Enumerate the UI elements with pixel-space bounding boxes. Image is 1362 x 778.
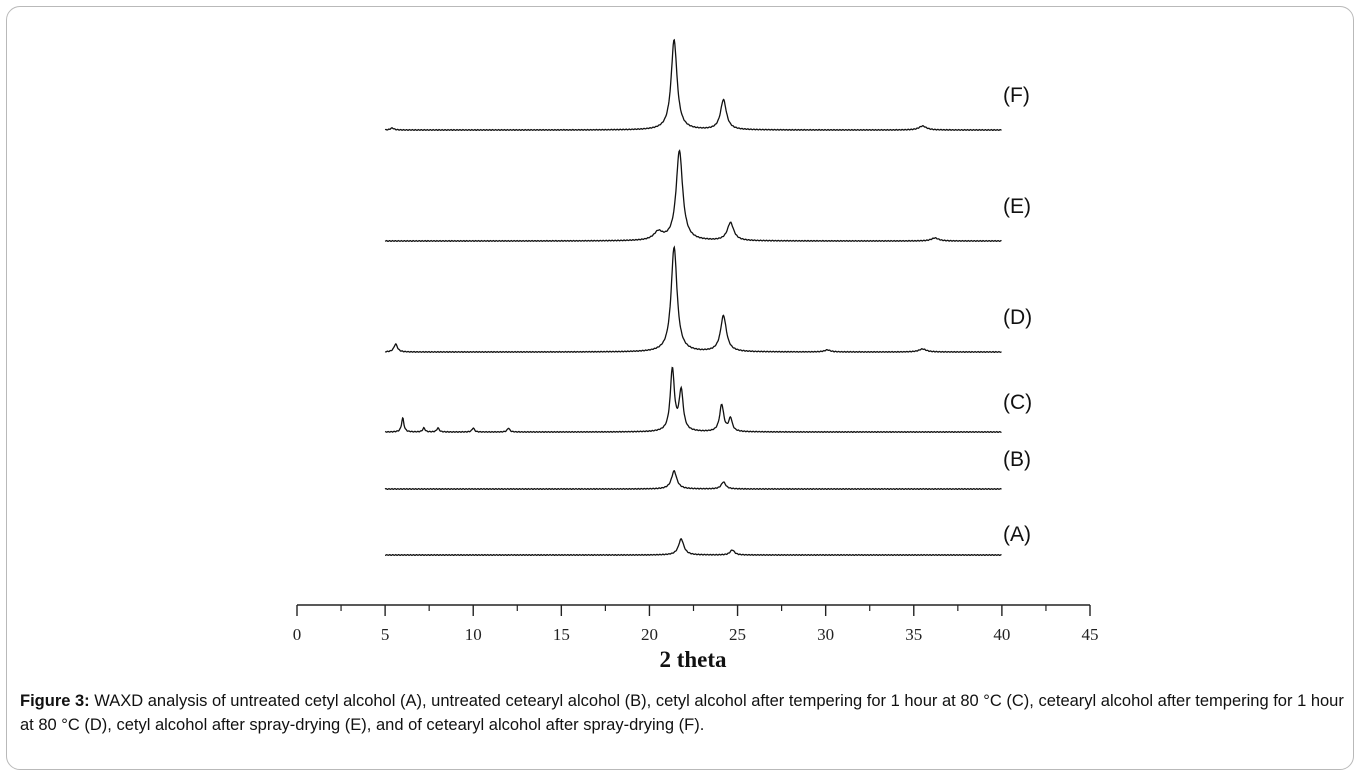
- series-trace-f: [384, 38, 1002, 132]
- series-label-d: (D): [1003, 306, 1032, 329]
- series-label-c: (C): [1003, 391, 1032, 414]
- series-trace-c: [384, 366, 1002, 434]
- series-labels-group: (A) (B) (C) (D) (E) (F): [1003, 84, 1032, 546]
- x-tick-label: 20: [641, 625, 658, 644]
- x-axis: 0 5 10 15 20 25 30 35 40 45: [293, 604, 1099, 644]
- x-tick-label: 5: [381, 625, 390, 644]
- figure-frame: [6, 6, 1354, 770]
- x-tick-label: 45: [1082, 625, 1099, 644]
- x-tick-label: 40: [993, 625, 1010, 644]
- series-trace-b: [384, 470, 1002, 491]
- figure-caption: Figure 3: WAXD analysis of untreated cet…: [20, 689, 1345, 737]
- caption-label: Figure 3:: [20, 692, 90, 710]
- x-tick-label: 10: [465, 625, 482, 644]
- waxd-chart: (A) (B) (C) (D) (E) (F) 0 5 10 15 20 25 30 35 40 45 2 …: [293, 38, 1099, 672]
- series-trace-d: [384, 245, 1002, 354]
- series-trace-e: [384, 149, 1002, 243]
- x-tick-label: 35: [905, 625, 922, 644]
- series-trace-a: [385, 537, 1002, 557]
- caption-text: WAXD analysis of untreated cetyl alcohol…: [20, 692, 1344, 734]
- series-label-b: (B): [1003, 448, 1031, 471]
- traces-group: [384, 38, 1002, 557]
- x-tick-label: 30: [817, 625, 834, 644]
- series-label-a: (A): [1003, 523, 1031, 546]
- x-tick-label: 25: [729, 625, 746, 644]
- series-label-f: (F): [1003, 84, 1030, 107]
- x-tick-label: 0: [293, 625, 302, 644]
- x-axis-title: 2 theta: [659, 647, 727, 672]
- x-tick-label: 15: [553, 625, 570, 644]
- series-label-e: (E): [1003, 195, 1031, 218]
